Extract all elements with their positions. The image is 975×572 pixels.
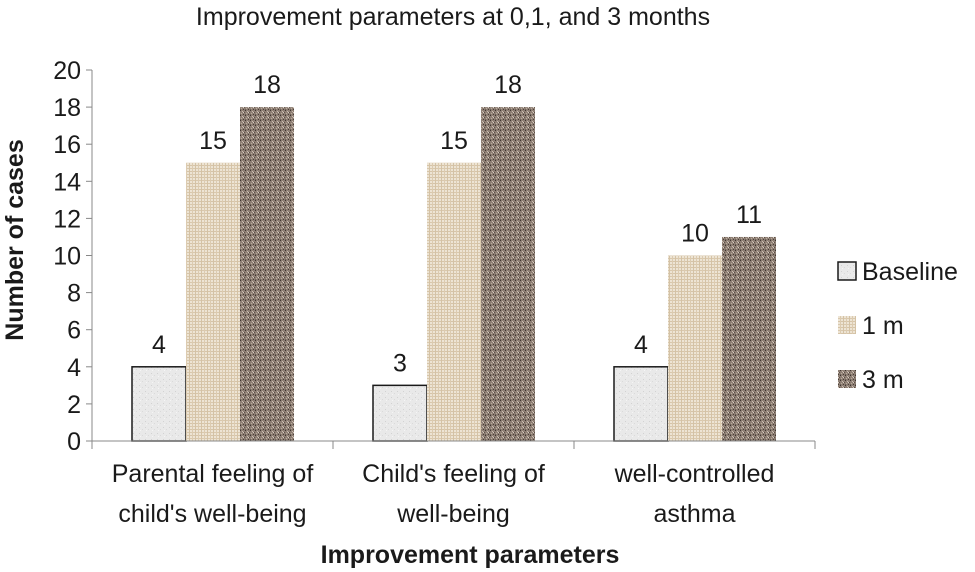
x-tick-label: well-controlled — [614, 460, 775, 488]
y-tick-label: 0 — [67, 428, 81, 456]
legend-label: Baseline — [862, 258, 958, 286]
data-label: 15 — [199, 127, 227, 155]
bar-threem — [722, 236, 776, 441]
data-label: 11 — [736, 201, 762, 229]
y-tick-label: 12 — [53, 205, 81, 233]
y-tick-label: 14 — [53, 168, 81, 196]
data-label: 4 — [634, 331, 648, 359]
bar-onem — [668, 255, 722, 441]
data-label: 3 — [393, 349, 407, 377]
data-label: 18 — [253, 71, 281, 99]
x-tick-label: child's well-being — [118, 500, 306, 528]
y-tick-label: 4 — [67, 354, 81, 382]
y-tick-label: 6 — [67, 317, 81, 345]
y-tick-label: 10 — [53, 243, 81, 271]
bar-threem — [240, 107, 294, 441]
bar-threem — [481, 107, 535, 441]
bar-baseline — [372, 384, 428, 442]
x-tick-label: well-being — [396, 500, 510, 528]
y-tick-label: 20 — [53, 57, 81, 85]
bars — [131, 107, 776, 442]
data-labels: 4 15 18 3 15 18 4 10 11 — [152, 71, 762, 377]
legend-swatch-threem — [838, 370, 856, 388]
bar-baseline — [613, 366, 669, 442]
x-tick-label: asthma — [654, 500, 736, 528]
y-tick-label: 16 — [53, 131, 81, 159]
y-tick-label: 8 — [67, 280, 81, 308]
bar-baseline — [131, 366, 187, 442]
legend-swatch-baseline — [837, 261, 857, 281]
legend-label: 1 m — [862, 312, 904, 340]
data-label: 4 — [152, 331, 166, 359]
legend-swatch-onem — [838, 316, 856, 334]
y-tick-label: 2 — [67, 391, 81, 419]
y-tick-label: 18 — [53, 94, 81, 122]
x-tick-label: Child's feeling of — [362, 460, 545, 488]
x-axis: Parental feeling of child's well-being Chi… — [91, 440, 816, 528]
data-label: 15 — [440, 127, 468, 155]
legend-label: 3 m — [862, 366, 904, 394]
chart-title: Improvement parameters at 0,1, and 3 mon… — [196, 3, 710, 31]
legend: Baseline 1 m 3 m — [837, 258, 958, 394]
data-label: 18 — [494, 71, 522, 99]
data-label: 10 — [681, 220, 709, 248]
x-tick-label: Parental feeling of — [112, 460, 314, 488]
y-axis-label: Number of cases — [1, 139, 29, 340]
x-axis-label: Improvement parameters — [321, 541, 620, 569]
y-axis: 0 2 4 6 8 10 12 14 16 18 20 — [53, 57, 93, 456]
bar-onem — [427, 162, 481, 441]
bar-onem — [186, 162, 240, 441]
